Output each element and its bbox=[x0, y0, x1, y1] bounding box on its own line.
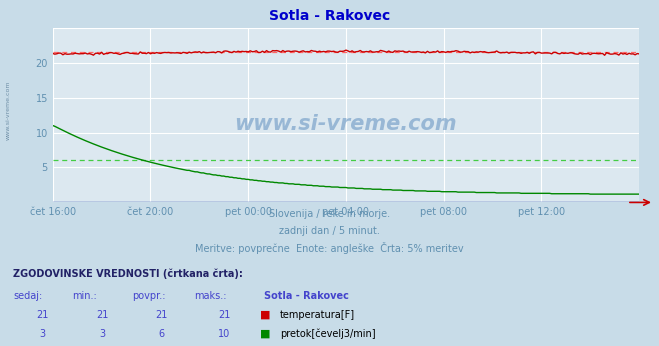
Text: Sotla - Rakovec: Sotla - Rakovec bbox=[269, 9, 390, 22]
Text: Slovenija / reke in morje.: Slovenija / reke in morje. bbox=[269, 209, 390, 219]
Text: Meritve: povprečne  Enote: angleške  Črta: 5% meritev: Meritve: povprečne Enote: angleške Črta:… bbox=[195, 242, 464, 254]
Text: 10: 10 bbox=[218, 329, 230, 339]
Text: 6: 6 bbox=[158, 329, 165, 339]
Text: ■: ■ bbox=[260, 310, 271, 320]
Text: pretok[čevelj3/min]: pretok[čevelj3/min] bbox=[280, 329, 376, 339]
Text: sedaj:: sedaj: bbox=[13, 291, 42, 301]
Text: min.:: min.: bbox=[72, 291, 98, 301]
Text: 21: 21 bbox=[37, 310, 49, 320]
Text: 3: 3 bbox=[40, 329, 46, 339]
Text: 21: 21 bbox=[96, 310, 108, 320]
Text: zadnji dan / 5 minut.: zadnji dan / 5 minut. bbox=[279, 226, 380, 236]
Text: www.si-vreme.com: www.si-vreme.com bbox=[5, 81, 11, 140]
Text: 3: 3 bbox=[99, 329, 105, 339]
Text: 21: 21 bbox=[218, 310, 230, 320]
Text: 21: 21 bbox=[156, 310, 167, 320]
Text: maks.:: maks.: bbox=[194, 291, 227, 301]
Text: www.si-vreme.com: www.si-vreme.com bbox=[235, 114, 457, 134]
Text: ■: ■ bbox=[260, 329, 271, 339]
Text: Sotla - Rakovec: Sotla - Rakovec bbox=[264, 291, 349, 301]
Text: povpr.:: povpr.: bbox=[132, 291, 165, 301]
Text: temperatura[F]: temperatura[F] bbox=[280, 310, 355, 320]
Text: ZGODOVINSKE VREDNOSTI (črtkana črta):: ZGODOVINSKE VREDNOSTI (črtkana črta): bbox=[13, 268, 243, 279]
